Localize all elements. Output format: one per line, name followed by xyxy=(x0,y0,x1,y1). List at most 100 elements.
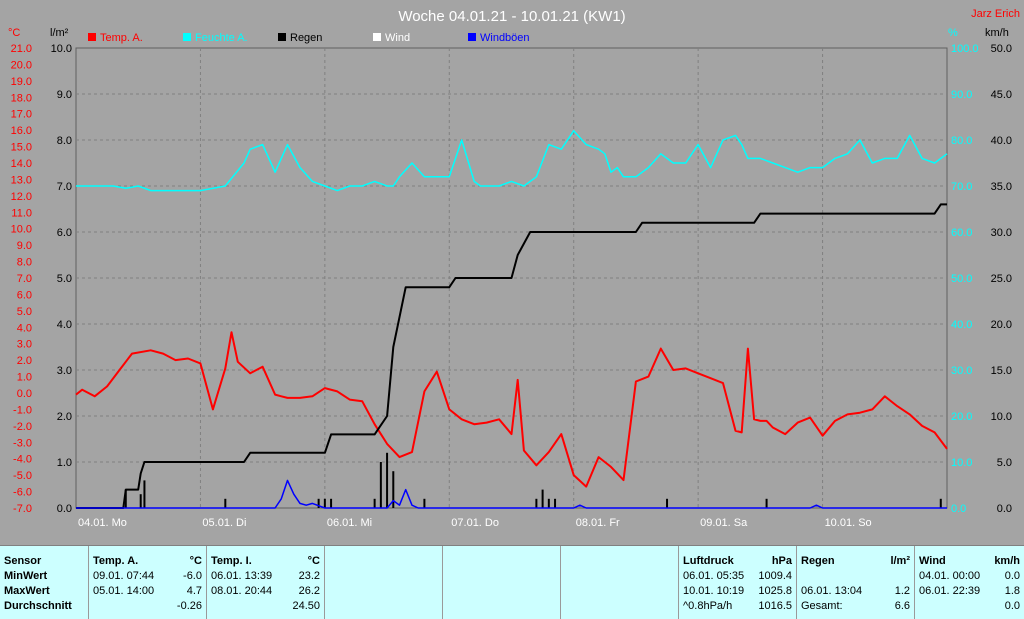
wind-tick-label: 40.0 xyxy=(991,135,1012,147)
x-tick-label: 07.01. Do xyxy=(451,517,499,529)
humidity-tick-label: 70.0 xyxy=(951,181,972,193)
temp-tick-label: -7.0 xyxy=(13,503,32,515)
rain-total-label: Gesamt: xyxy=(801,600,843,612)
wind-tick-label: 0.0 xyxy=(997,503,1012,515)
legend-swatch-rain xyxy=(278,33,286,41)
stats-col-rain: Regen l/m² 06.01. 13:04 1.2 Gesamt: 6.6 xyxy=(796,546,914,619)
wind-max-time: 06.01. 22:39 xyxy=(919,585,981,597)
stats-table: Sensor MinWert MaxWert Durchschnitt Temp… xyxy=(0,545,1024,619)
legend-label-temp: Temp. A. xyxy=(100,32,143,44)
temp-tick-label: -1.0 xyxy=(13,404,32,416)
temp-a-max-value: 4.7 xyxy=(186,585,202,597)
series-line-temp xyxy=(75,331,948,488)
humidity-tick-label: 40.0 xyxy=(951,319,972,331)
wind-tick-label: 45.0 xyxy=(991,89,1012,101)
legend-label-wind: Wind xyxy=(385,32,410,44)
wind-tick-label: 30.0 xyxy=(991,227,1012,239)
pressure-max-time: 10.01. 10:19 xyxy=(683,585,745,597)
humidity-tick-label: 20.0 xyxy=(951,411,972,423)
stats-col-empty-2 xyxy=(442,546,560,619)
wind-avg-value: 0.0 xyxy=(1004,600,1020,612)
temp-i-max-value: 26.2 xyxy=(298,585,320,597)
humidity-tick-label: 0.0 xyxy=(951,503,966,515)
temp-tick-label: 18.0 xyxy=(11,92,32,104)
pressure-min-value: 1009.4 xyxy=(758,570,792,582)
rain-total-value: 6.6 xyxy=(894,600,910,612)
temp-tick-label: 4.0 xyxy=(17,322,32,334)
rain-tick-label: 3.0 xyxy=(57,365,72,377)
temp-a-min-value: -6.0 xyxy=(183,570,202,582)
rain-max-value: 1.2 xyxy=(894,585,910,597)
wind-tick-label: 20.0 xyxy=(991,319,1012,331)
x-tick-label: 04.01. Mo xyxy=(78,517,127,529)
temp-i-min-value: 23.2 xyxy=(298,570,320,582)
temp-tick-label: 10.0 xyxy=(11,224,32,236)
stats-col-empty-3 xyxy=(560,546,678,619)
humidity-axis-unit: % xyxy=(948,27,958,39)
rain-unit: l/m² xyxy=(890,555,910,567)
pressure-header: Luftdruck xyxy=(683,555,734,567)
temp-tick-label: 14.0 xyxy=(11,158,32,170)
sensor-header: Sensor xyxy=(4,555,42,567)
humidity-tick-label: 30.0 xyxy=(951,365,972,377)
wind-header: Wind xyxy=(919,555,946,567)
min-row-label: MinWert xyxy=(4,570,48,582)
temp-tick-label: 16.0 xyxy=(11,125,32,137)
temp-tick-label: 21.0 xyxy=(11,43,32,55)
rain-tick-label: 4.0 xyxy=(57,319,72,331)
temp-axis-unit: °C xyxy=(8,27,20,39)
rain-tick-label: 10.0 xyxy=(51,43,72,55)
rain-max-time: 06.01. 13:04 xyxy=(801,585,863,597)
series-line-wind xyxy=(76,479,947,509)
temp-tick-label: 20.0 xyxy=(11,59,32,71)
series-lines xyxy=(75,130,948,509)
rain-tick-label: 2.0 xyxy=(57,411,72,423)
temp-tick-label: 9.0 xyxy=(17,240,32,252)
rain-tick-label: 7.0 xyxy=(57,181,72,193)
temp-i-min-time: 06.01. 13:39 xyxy=(211,570,273,582)
temp-tick-label: 15.0 xyxy=(11,142,32,154)
legend-swatch-temp xyxy=(88,33,96,41)
humidity-tick-label: 80.0 xyxy=(951,135,972,147)
temp-i-max-time: 08.01. 20:44 xyxy=(211,585,273,597)
stats-col-temp-a: Temp. A. °C 09.01. 07:44 -6.0 05.01. 14:00… xyxy=(88,546,206,619)
legend-swatch-wind xyxy=(373,33,381,41)
wind-tick-label: 5.0 xyxy=(997,457,1012,469)
rain-bars xyxy=(124,452,942,508)
x-tick-label: 09.01. Sa xyxy=(700,517,748,529)
temp-tick-label: 1.0 xyxy=(17,372,32,384)
stats-col-pressure: Luftdruck hPa 06.01. 05:35 1009.4 10.01. 1… xyxy=(678,546,796,619)
wind-tick-label: 15.0 xyxy=(991,365,1012,377)
temp-tick-label: 11.0 xyxy=(11,207,32,219)
temp-tick-label: -2.0 xyxy=(13,421,32,433)
temp-tick-label: -4.0 xyxy=(13,454,32,466)
temp-tick-label: 2.0 xyxy=(17,355,32,367)
stats-col-empty-1 xyxy=(324,546,442,619)
legend-label-rain: Regen xyxy=(290,32,322,44)
temp-tick-label: 17.0 xyxy=(11,109,32,121)
rain-tick-label: 0.0 xyxy=(57,503,72,515)
humidity-tick-label: 100.0 xyxy=(951,43,979,55)
legend-label-gust: Windböen xyxy=(480,32,530,44)
rain-tick-label: 9.0 xyxy=(57,89,72,101)
chart-svg: -7.0 -6.0 -5.0 -4.0 -3.0 -2.0 -1.0 0.0 1.0 2.0 3.0… xyxy=(8,8,1020,529)
rain-tick-label: 5.0 xyxy=(57,273,72,285)
rain-tick-label: 6.0 xyxy=(57,227,72,239)
stats-col-wind: Wind km/h 04.01. 00:00 0.0 06.01. 22:39 1.8… xyxy=(914,546,1024,619)
x-tick-label: 06.01. Mi xyxy=(327,517,372,529)
temp-tick-label: 0.0 xyxy=(17,388,32,400)
humidity-tick-label: 90.0 xyxy=(951,89,972,101)
wind-tick-label: 10.0 xyxy=(991,411,1012,423)
pressure-avg-value: 1016.5 xyxy=(758,600,792,612)
temp-i-header: Temp. I. xyxy=(211,555,252,567)
temp-tick-label: 19.0 xyxy=(11,76,32,88)
temp-tick-label: 3.0 xyxy=(17,339,32,351)
wind-tick-label: 35.0 xyxy=(991,181,1012,193)
temp-tick-label: 6.0 xyxy=(17,289,32,301)
grid xyxy=(76,48,947,508)
pressure-trend: ^0.8hPa/h xyxy=(683,600,733,612)
legend: Temp. A. Feuchte A. Regen Wind Windböen xyxy=(88,32,530,44)
wind-tick-label: 25.0 xyxy=(991,273,1012,285)
station-name: Jarz Erich xyxy=(971,8,1020,20)
legend-swatch-humidity xyxy=(183,33,191,41)
